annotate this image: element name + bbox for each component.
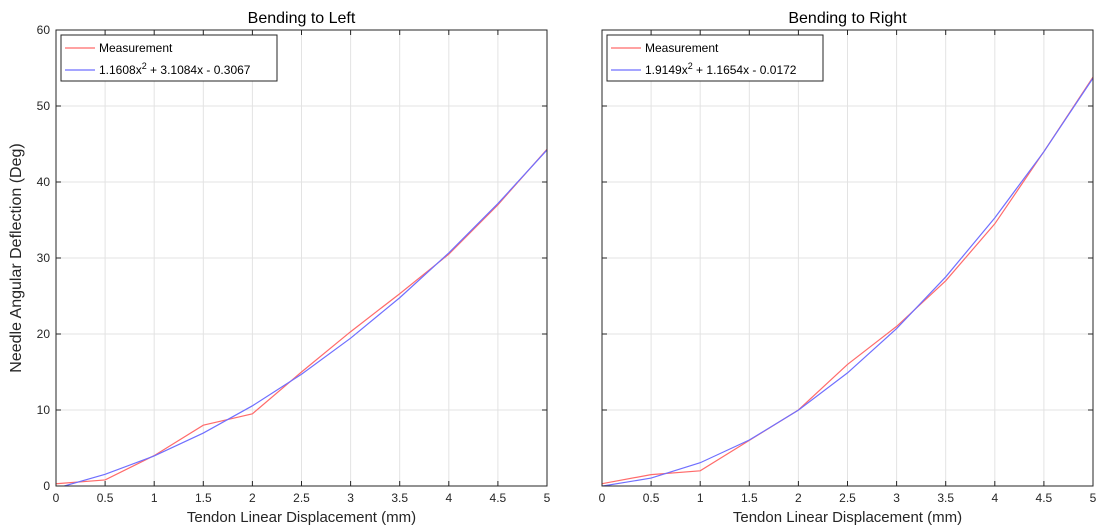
x-tick-label: 5 — [544, 491, 551, 505]
chart-title: Bending to Right — [788, 10, 907, 27]
y-tick-label: 10 — [37, 403, 51, 417]
y-tick-label: 40 — [37, 175, 51, 189]
x-tick-label: 0 — [599, 491, 606, 505]
x-tick-label: 0.5 — [643, 491, 660, 505]
legend-label: 1.1608x2 + 3.1084x - 0.3067 — [99, 61, 251, 77]
panels: 0 0.5 1 1.5 2 2.5 3 3.5 4 4.5 50102030405060Bendin… — [37, 10, 1097, 526]
x-tick-label: 2 — [249, 491, 256, 505]
x-tick-label: 2 — [795, 491, 802, 505]
x-tick-label: 2.5 — [839, 491, 856, 505]
chart-panel-0: 0 0.5 1 1.5 2 2.5 3 3.5 4 4.5 50102030405060Bendin… — [37, 10, 551, 526]
x-tick-label: 0 — [53, 491, 60, 505]
x-tick-label: 1.5 — [195, 491, 212, 505]
x-tick-label: 3.5 — [391, 491, 408, 505]
legend-label: Measurement — [645, 41, 719, 55]
y-tick-label: 60 — [37, 23, 51, 37]
x-axis-label: Tendon Linear Displacement (mm) — [733, 509, 962, 526]
x-tick-label: 5 — [1090, 491, 1097, 505]
x-tick-label: 4 — [991, 491, 998, 505]
legend-box — [60, 34, 278, 82]
x-tick-label: 1 — [697, 491, 704, 505]
x-axis-label: Tendon Linear Displacement (mm) — [187, 509, 416, 526]
figure-ylabel: Needle Angular Deflection (Deg) — [8, 143, 25, 372]
x-tick-label: 4.5 — [490, 491, 507, 505]
x-tick-label: 3 — [893, 491, 900, 505]
x-tick-label: 3 — [347, 491, 354, 505]
y-tick-label: 20 — [37, 327, 51, 341]
legend-label: Measurement — [99, 41, 173, 55]
y-tick-label: 50 — [37, 99, 51, 113]
x-tick-label: 4 — [445, 491, 452, 505]
x-tick-label: 2.5 — [293, 491, 310, 505]
legend-box — [606, 34, 824, 82]
chart-title: Bending to Left — [248, 10, 356, 27]
x-tick-label: 1.5 — [741, 491, 758, 505]
legend-label: 1.9149x2 + 1.1654x - 0.0172 — [645, 61, 797, 77]
y-tick-label: 0 — [43, 479, 50, 493]
x-tick-label: 0.5 — [97, 491, 114, 505]
chart-panel-1: 0 0.5 1 1.5 2 2.5 3 3.5 4 4.5 5 Bending to Right Ten… — [599, 10, 1097, 526]
x-tick-label: 4.5 — [1036, 491, 1053, 505]
x-tick-label: 1 — [151, 491, 158, 505]
x-tick-label: 3.5 — [937, 491, 954, 505]
y-tick-label: 30 — [37, 251, 51, 265]
